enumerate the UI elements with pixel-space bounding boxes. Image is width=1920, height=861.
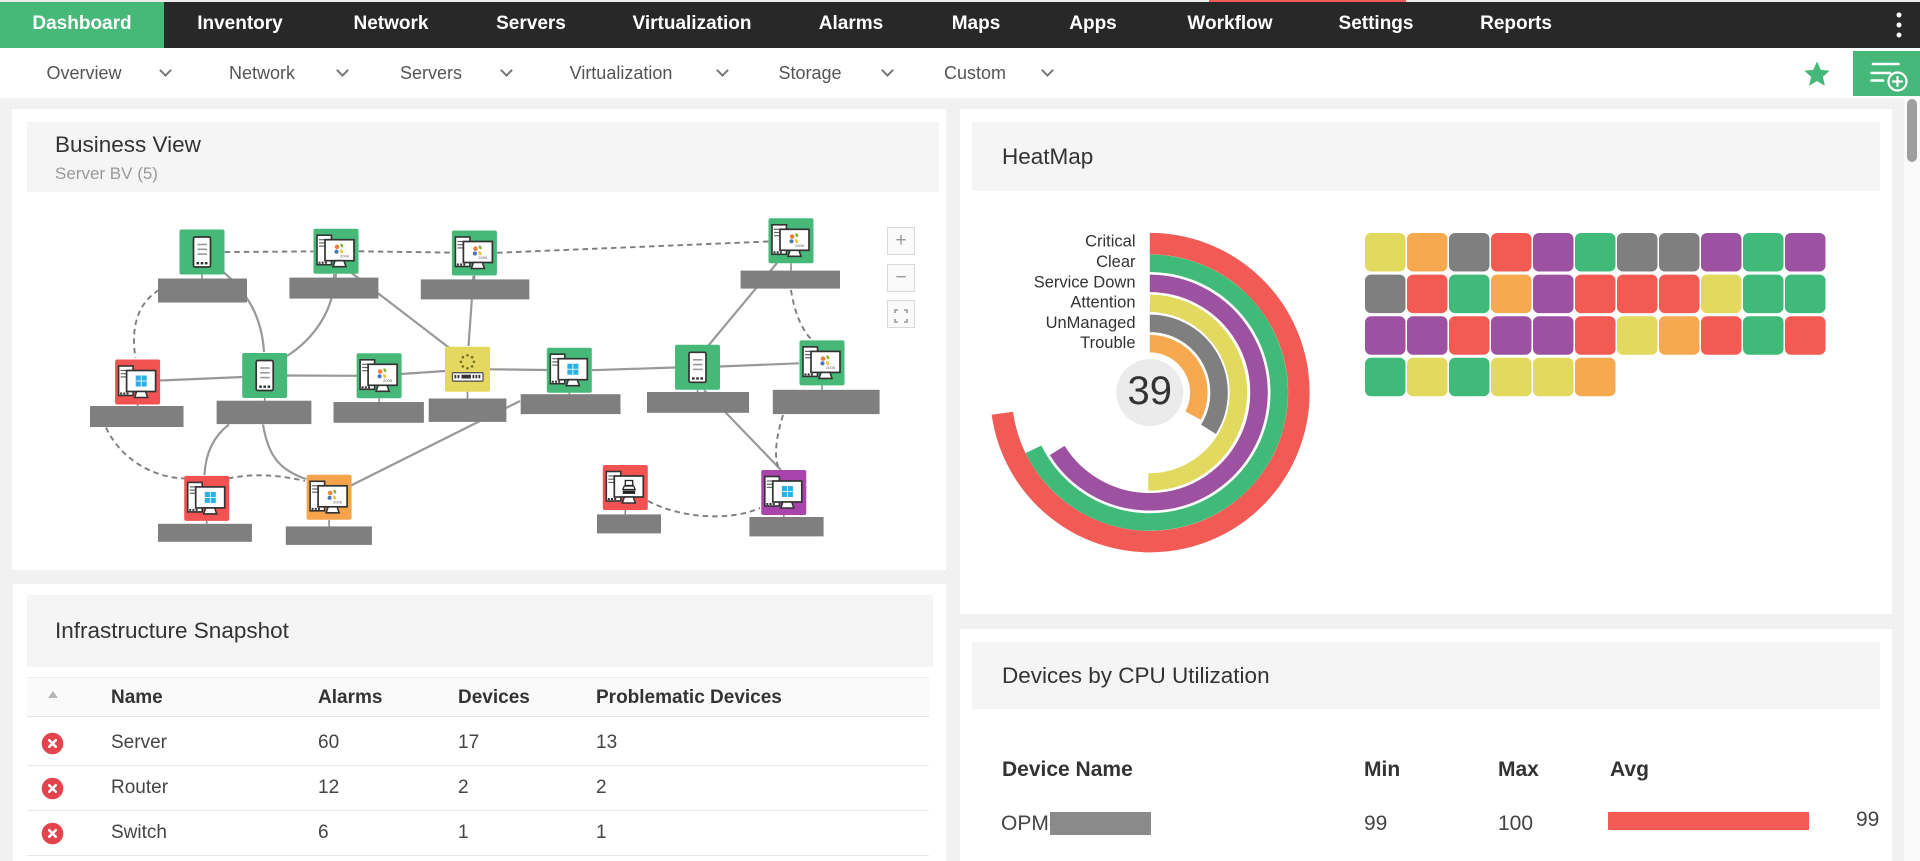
svg-text:39: 39	[1128, 369, 1173, 413]
svg-text:Trouble: Trouble	[1080, 334, 1135, 352]
svg-text:Service Down: Service Down	[1034, 273, 1136, 291]
svg-text:Attention: Attention	[1070, 294, 1135, 312]
svg-text:UnManaged: UnManaged	[1046, 314, 1136, 332]
svg-text:Critical: Critical	[1085, 233, 1135, 251]
svg-text:Clear: Clear	[1096, 253, 1136, 271]
